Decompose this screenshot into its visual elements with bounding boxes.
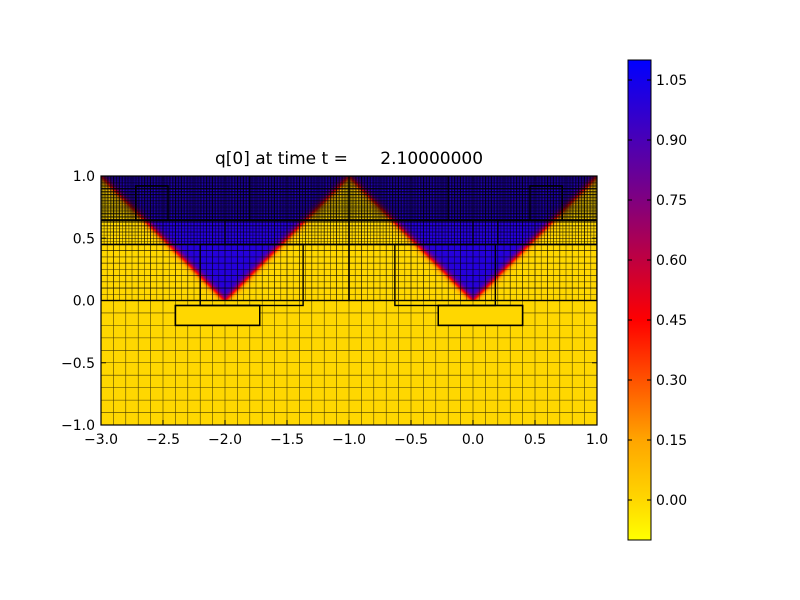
chart-title: q[0] at time t = 2.10000000 — [215, 149, 483, 169]
y-tick-label: 1.0 — [73, 169, 95, 185]
x-tick-label: −1.0 — [332, 432, 366, 448]
x-tick-label: −2.0 — [208, 432, 242, 448]
x-tick-label: 0.0 — [462, 432, 484, 448]
x-axis: −3.0 −2.5 −2.0 −1.5 −1.0 −0.5 0.0 0.5 1.0 — [84, 176, 608, 448]
colorbar-tick-label: 0.15 — [656, 433, 687, 449]
amr-patch-grid — [101, 176, 597, 222]
x-tick-label: −2.5 — [146, 432, 180, 448]
amr-grid-lines — [101, 176, 597, 222]
y-axis: −1.0 −0.5 0.0 0.5 1.0 — [61, 169, 597, 434]
patch-boundary — [437, 304, 524, 327]
colorbar-tick-label: 0.60 — [656, 253, 687, 269]
colorbar-gradient — [627, 59, 652, 541]
y-tick-label: −1.0 — [61, 418, 95, 434]
colorbar-tick-label: 0.45 — [656, 313, 687, 329]
patch-boundary — [174, 304, 261, 327]
x-tick-label: 1.0 — [586, 432, 608, 448]
fine-patch — [437, 304, 524, 327]
colorbar: 0.00 0.15 0.30 0.45 0.60 0.75 0.90 1.05 — [627, 59, 687, 541]
y-tick-label: −0.5 — [61, 356, 95, 372]
y-tick-label: 0.0 — [73, 294, 95, 310]
colorbar-tick-label: 0.00 — [656, 493, 687, 509]
x-tick-label: 0.5 — [524, 432, 546, 448]
colorbar-ticks: 0.00 0.15 0.30 0.45 0.60 0.75 0.90 1.05 — [628, 73, 687, 509]
x-tick-label: −3.0 — [84, 432, 118, 448]
x-tick-label: −0.5 — [394, 432, 428, 448]
patch-boundary — [348, 220, 474, 246]
colorbar-tick-label: 1.05 — [656, 73, 687, 89]
colorbar-tick-label: 0.75 — [656, 193, 687, 209]
x-tick-label: −1.5 — [270, 432, 304, 448]
plot-area — [100, 175, 598, 426]
y-tick-label: 0.5 — [73, 231, 95, 247]
fine-patch — [174, 304, 261, 327]
colorbar-tick-label: 0.30 — [656, 373, 687, 389]
colorbar-tick-label: 0.90 — [656, 133, 687, 149]
patch-boundary — [135, 185, 169, 222]
